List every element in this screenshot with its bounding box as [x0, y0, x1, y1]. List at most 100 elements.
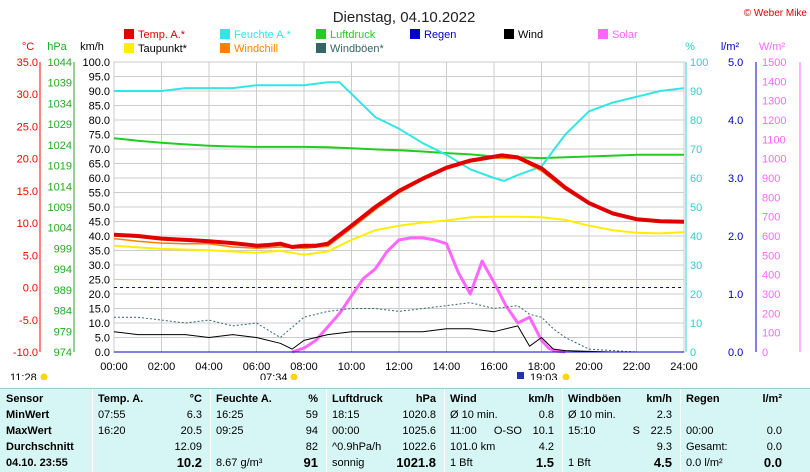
tick-time: 06:00: [243, 361, 271, 373]
tick-rain: 2.0: [728, 231, 743, 243]
statistics-panel: Sensor MinWert MaxWert Durchschnitt 04.10. 2…: [0, 388, 810, 472]
legend-swatch: [220, 29, 230, 39]
tick-time: 22:00: [623, 361, 651, 373]
stats-row: 9.3: [656, 441, 672, 453]
tick-wind: 15.0: [89, 304, 110, 316]
stats-column-5: Windböen km/h Ø 10 min. 2.3 15:10 S 22.5 9.3 1 B…: [562, 389, 680, 472]
legend-label: Luftdruck: [330, 29, 376, 41]
stats-row: 12.09: [174, 441, 202, 453]
stats-row: 1 Bft 1.5: [450, 455, 554, 470]
stats-row: 101.0 km 4.2: [450, 441, 554, 453]
tick-humidity: 60: [690, 173, 702, 185]
tick-humidity: 20: [690, 289, 702, 301]
stats-row: 00:00 0.0: [686, 425, 782, 437]
series-feuchte-a: [114, 81, 685, 182]
tick-pressure: 979: [54, 326, 72, 338]
series-wind: [113, 325, 684, 353]
tick-pressure: 974: [54, 347, 72, 359]
sunrise-time: 07:34: [260, 372, 288, 380]
series-taupunkt: [113, 215, 685, 256]
y-axes: 35.0 30.0 25.0 20.0 15.0 10.0 5.0 0.0 -5.0 -10.0 1…: [13, 57, 801, 359]
stats-row: 00:00 1025.6: [332, 425, 436, 437]
stats-separator: [562, 389, 563, 472]
tick-pressure: 999: [54, 243, 72, 255]
stats-row: Ø 10 min. 0.8: [450, 409, 554, 421]
tick-temp: 15.0: [17, 186, 38, 198]
stats-row: MinWert: [6, 409, 50, 421]
legend-label: Feuchte A.*: [234, 29, 292, 41]
tick-humidity: 100: [690, 57, 708, 69]
tick-time: 16:00: [480, 361, 508, 373]
stats-header: Wind: [450, 393, 477, 405]
stats-unit: km/h: [646, 393, 672, 405]
legend-label: Wind: [518, 29, 543, 41]
sunset-icon: [517, 372, 524, 379]
stats-separator: [210, 389, 211, 472]
tick-solar: 1200: [762, 115, 786, 127]
tick-rain: 5.0: [728, 57, 743, 69]
tick-pressure: 1004: [48, 223, 72, 235]
tick-time: 20:00: [575, 361, 603, 373]
stats-row: 8.67 g/m³ 91: [216, 455, 318, 470]
tick-wind: 10.0: [89, 318, 110, 330]
stats-row: Ø 10 min. 2.3: [568, 409, 672, 421]
stats-unit: °C: [189, 393, 202, 405]
series-solar: [291, 236, 566, 354]
stats-column-3: Luftdruck hPa 18:15 1020.8 00:00 1025.6 ^0.9hP…: [326, 389, 444, 472]
tick-pressure: 1024: [48, 140, 72, 152]
legend-label: Regen: [424, 29, 456, 41]
stats-row: 15:10 S 22.5: [568, 425, 672, 437]
tick-wind: 30.0: [89, 260, 110, 272]
axis-unit-labels: °C hPa km/h% l/m² W/m²: [22, 41, 786, 53]
stats-column-0: Sensor MinWert MaxWert Durchschnitt 04.10. 2…: [0, 389, 92, 472]
tick-pressure: 984: [54, 306, 72, 318]
tick-pressure: 1029: [48, 119, 72, 131]
stats-unit: km/h: [528, 393, 554, 405]
axis-unit-temp: °C: [22, 41, 34, 53]
tick-pressure: 1009: [48, 202, 72, 214]
tick-wind: 75.0: [89, 130, 110, 142]
legend-label: Taupunkt*: [138, 43, 188, 55]
stats-column-2: Feuchte A.% 16:25 59 09:25 94 82 8.67 g/m³ 91: [210, 389, 326, 472]
tick-solar: 500: [762, 250, 780, 262]
tick-humidity: 50: [690, 202, 702, 214]
legend-swatch: [316, 29, 326, 39]
tick-pressure: 1019: [48, 161, 72, 173]
tick-solar: 600: [762, 231, 780, 243]
tick-time: 18:00: [528, 361, 556, 373]
legend-swatch: [220, 43, 230, 53]
tick-pressure: 1039: [48, 78, 72, 90]
stats-separator: [444, 389, 445, 472]
stats-header: Feuchte A.: [216, 393, 272, 405]
stats-row: sonnig 1021.8: [332, 455, 436, 470]
tick-rain: 1.0: [728, 289, 743, 301]
legend-label: Solar: [612, 29, 638, 41]
tick-wind: 60.0: [89, 173, 110, 185]
stats-row: 09:25 94: [216, 425, 318, 437]
stats-unit: hPa: [415, 393, 436, 405]
tick-wind: 95.0: [89, 72, 110, 84]
stats-row: 07:55 6.3: [98, 409, 202, 421]
tick-humidity: 10: [690, 318, 702, 330]
tick-wind: 50.0: [89, 202, 110, 214]
stats-row: 16:25 59: [216, 409, 318, 421]
tick-solar: 800: [762, 192, 780, 204]
tick-time: 12:00: [385, 361, 413, 373]
stats-header: Windböen: [568, 393, 622, 405]
tick-solar: 700: [762, 212, 780, 224]
legend-swatch: [410, 29, 420, 39]
tick-temp: 30.0: [17, 89, 38, 101]
tick-pressure: 994: [54, 264, 72, 276]
tick-wind: 20.0: [89, 289, 110, 301]
tick-temp: 0.0: [23, 283, 38, 295]
legend-swatch: [316, 43, 326, 53]
tick-temp: -5.0: [19, 315, 38, 327]
stats-column-1: Temp. A. °C 07:55 6.3 16:20 20.5 12.09 10.2: [92, 389, 210, 472]
tick-time: 04:00: [195, 361, 223, 373]
legend-label: Windchill: [234, 43, 278, 55]
tick-wind: 85.0: [89, 101, 110, 113]
tick-wind: 70.0: [89, 144, 110, 156]
tick-temp: 35.0: [17, 57, 38, 69]
tick-wind: 40.0: [89, 231, 110, 243]
stats-row: 16:20 20.5: [98, 425, 202, 437]
